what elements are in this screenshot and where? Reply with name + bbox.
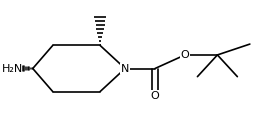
Text: O: O [151, 91, 159, 101]
Text: H₂N: H₂N [2, 64, 23, 73]
Text: N: N [121, 64, 129, 73]
Text: O: O [181, 50, 189, 60]
